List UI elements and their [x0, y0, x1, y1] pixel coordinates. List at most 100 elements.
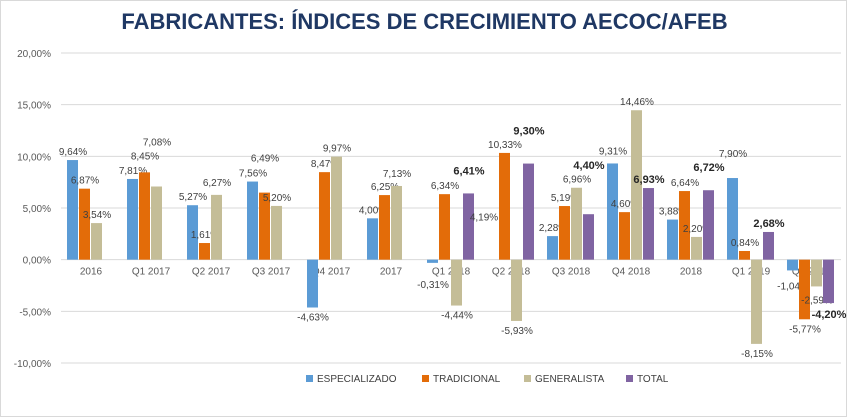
y-tick-label: 20,00% [17, 49, 51, 60]
bar-especializado [67, 160, 78, 260]
x-tick-label: Q4 2018 [612, 267, 651, 278]
data-label: 8,45% [131, 151, 159, 162]
data-label: -2,59% [801, 295, 833, 306]
bar-especializado [547, 236, 558, 260]
data-label: 5,19% [551, 193, 579, 204]
bar-especializado [187, 205, 198, 260]
data-label: 3,54% [83, 210, 111, 221]
data-label: 1,61% [191, 230, 219, 241]
bar-tradicional [679, 191, 690, 260]
bar-tradicional [439, 194, 450, 260]
data-label: 6,96% [563, 175, 591, 186]
data-label: 6,49% [251, 154, 279, 165]
bar-especializado [607, 163, 618, 260]
x-tick-label: 2016 [80, 267, 103, 278]
data-label: 9,64% [59, 147, 87, 158]
bar-generalista [331, 156, 342, 260]
legend-label: GENERALISTA [535, 374, 605, 385]
data-label: 9,30% [513, 126, 544, 138]
bar-generalista [751, 259, 762, 344]
data-label: 7,56% [239, 169, 267, 180]
bar-generalista [151, 186, 162, 260]
bar-total [463, 193, 474, 260]
bar-total [703, 190, 714, 260]
bar-tradicional [79, 188, 90, 260]
y-tick-label: 5,00% [23, 204, 51, 215]
legend-swatch [524, 375, 531, 382]
legend-label: TOTAL [637, 374, 669, 385]
data-label: 2,28% [539, 223, 567, 234]
data-label: 2,68% [753, 218, 784, 230]
x-tick-label: Q4 2017 [312, 267, 351, 278]
legend-swatch [422, 375, 429, 382]
annotation-label: 4,19% [470, 212, 498, 223]
bar-especializado [427, 259, 438, 263]
bar-tradicional [259, 192, 270, 260]
bar-tradicional [739, 250, 750, 260]
legend-swatch [626, 375, 633, 382]
bar-especializado [727, 178, 738, 260]
data-label: 0,84% [731, 238, 759, 249]
y-tick-label: 0,00% [23, 256, 51, 267]
x-tick-label: Q3 2018 [552, 267, 591, 278]
bar-tradicional [499, 152, 510, 260]
bar-tradicional [559, 206, 570, 260]
data-label: -1,04% [777, 281, 809, 292]
bar-tradicional [319, 172, 330, 260]
data-label: -4,20% [812, 309, 847, 321]
x-tick-label: 2018 [680, 267, 703, 278]
bar-generalista [511, 259, 522, 321]
legend-label: ESPECIALIZADO [317, 374, 397, 385]
bar-especializado [667, 219, 678, 260]
bar-tradicional [379, 195, 390, 260]
bar-especializado [247, 181, 258, 260]
data-label: 7,08% [143, 138, 171, 149]
legend-swatch [306, 375, 313, 382]
data-label: 8,47% [311, 159, 339, 170]
bar-tradicional [199, 243, 210, 260]
data-label: -4,44% [441, 311, 473, 322]
data-label: 4,40% [573, 160, 604, 172]
data-label: -8,15% [741, 349, 773, 360]
data-label: 7,90% [719, 149, 747, 160]
bar-total [823, 259, 834, 304]
bar-total [523, 163, 534, 260]
data-label: 9,97% [323, 144, 351, 155]
x-tick-label: 2017 [380, 267, 403, 278]
bar-especializado [127, 178, 138, 260]
data-label: -4,63% [297, 313, 329, 324]
bar-generalista [271, 205, 282, 260]
data-label: 3,88% [659, 207, 687, 218]
data-label: 6,64% [671, 178, 699, 189]
bar-generalista [691, 236, 702, 260]
bar-generalista [451, 259, 462, 306]
data-label: 4,00% [359, 205, 387, 216]
legend-label: TRADICIONAL [433, 374, 501, 385]
data-label: -0,31% [417, 280, 449, 291]
bar-especializado [787, 259, 798, 271]
data-label: 9,31% [599, 146, 627, 157]
x-tick-label: Q3 2017 [252, 267, 291, 278]
data-label: 6,25% [371, 182, 399, 193]
bar-tradicional [139, 172, 150, 260]
bar-generalista [211, 194, 222, 260]
bar-generalista [391, 185, 402, 260]
data-label: 6,87% [71, 176, 99, 187]
data-label: 6,27% [203, 178, 231, 189]
data-label: 4,60% [611, 199, 639, 210]
data-label: 2,20% [683, 224, 711, 235]
bar-tradicional [799, 259, 810, 320]
bar-generalista [811, 259, 822, 287]
y-tick-label: 10,00% [17, 152, 51, 163]
chart-title: FABRICANTES: ÍNDICES DE CRECIMIENTO AECO… [121, 9, 728, 34]
data-label: -5,93% [501, 326, 533, 337]
data-label: 6,34% [431, 181, 459, 192]
x-tick-label: Q2 2017 [192, 267, 231, 278]
y-tick-label: 15,00% [17, 101, 51, 112]
data-label: 5,27% [179, 192, 207, 203]
y-tick-label: -10,00% [14, 359, 51, 370]
data-label: 10,33% [488, 140, 522, 151]
bar-tradicional [619, 212, 630, 260]
data-label: 6,72% [693, 162, 724, 174]
